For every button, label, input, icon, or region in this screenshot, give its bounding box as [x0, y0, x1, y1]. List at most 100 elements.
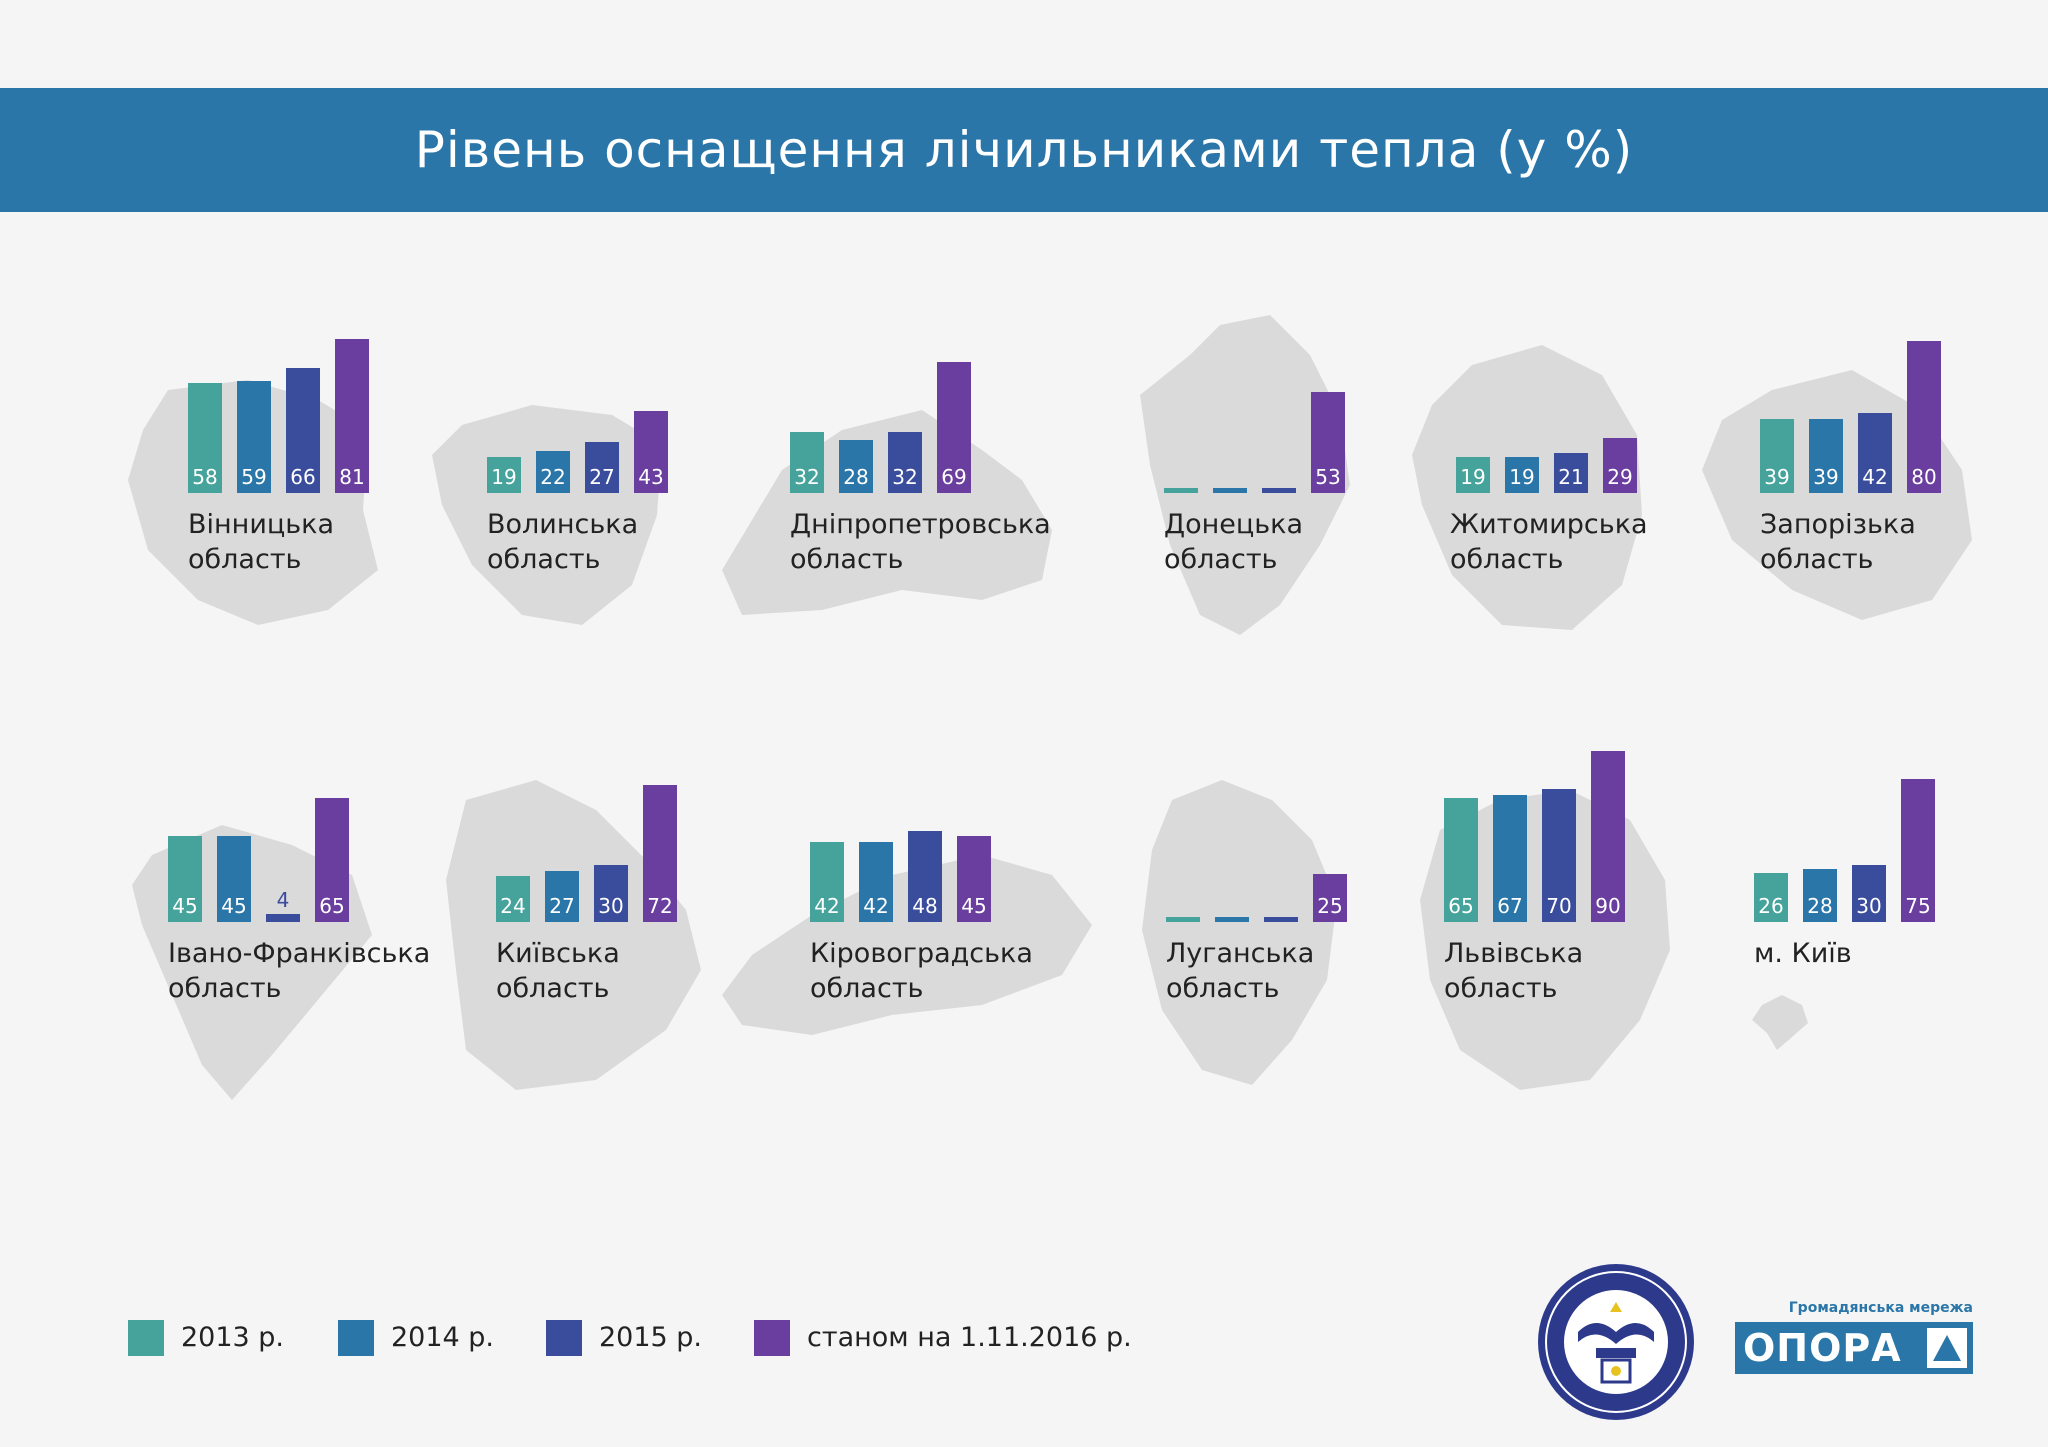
region-8-bar-label-0: 42	[814, 894, 840, 918]
region-9-label: Луганська область	[1166, 936, 1314, 1006]
region-1-bar-label-0: 19	[491, 465, 517, 489]
region-11-bar-label-1: 28	[1807, 894, 1833, 918]
region-1-bar-3: 43	[634, 411, 668, 493]
region-0-bar-label-3: 81	[339, 465, 365, 489]
region-9-bars: 25	[1166, 722, 1362, 922]
region-1-bar-0: 19	[487, 457, 521, 493]
region-10-bar-label-3: 90	[1595, 894, 1621, 918]
opora-triangle-icon	[1927, 1328, 1967, 1368]
region-11-label: м. Київ	[1754, 936, 1852, 971]
opora-logo: Громадянська мережа ОПОРА	[1733, 1300, 1973, 1374]
region-2-bar-label-1: 28	[843, 465, 869, 489]
region-0-bar-2: 66	[286, 368, 320, 493]
region-6-bar-2: 4	[266, 888, 300, 922]
region-6-bars: 45 45 4 65	[168, 722, 364, 922]
region-5-label: Запорізька область	[1760, 507, 1916, 577]
region-1-bar-label-1: 22	[540, 465, 566, 489]
region-1-bar-2: 27	[585, 442, 619, 493]
region-4-bars: 19 19 21 29	[1456, 293, 1652, 493]
legend-swatch-2016	[754, 1320, 790, 1356]
region-7-bar-0: 24	[496, 876, 530, 922]
region-11-bar-1: 28	[1803, 869, 1837, 922]
region-6-bar-label-3: 65	[319, 894, 345, 918]
region-9-bar-1	[1215, 917, 1249, 922]
region-4-bar-1: 19	[1505, 457, 1539, 493]
region-0-label-line2: область	[188, 544, 302, 575]
region-7-bar-1: 27	[545, 871, 579, 922]
region-4-label-line2: область	[1450, 544, 1564, 575]
region-0-label: Вінницька область	[188, 507, 334, 577]
region-1-bar-label-3: 43	[638, 465, 664, 489]
region-5-bar-label-3: 80	[1911, 465, 1937, 489]
region-11-bar-label-0: 26	[1758, 894, 1784, 918]
region-7-bar-label-1: 27	[549, 894, 575, 918]
region-2-bar-1: 28	[839, 440, 873, 493]
region-3-label: Донецька область	[1164, 507, 1303, 577]
region-2-bar-label-2: 32	[892, 465, 918, 489]
region-5-bar-1: 39	[1809, 419, 1843, 493]
region-2-label: Дніпропетровська область	[790, 507, 1051, 577]
region-8-label-line1: Кіровоградська	[810, 938, 1033, 969]
region-8-bar-3: 45	[957, 836, 991, 922]
region-1-bar-label-2: 27	[589, 465, 615, 489]
region-1-label-line2: область	[487, 544, 601, 575]
opora-logo-box: ОПОРА	[1735, 1322, 1973, 1374]
region-0-bar-label-0: 58	[192, 465, 218, 489]
region-5-bar-3: 80	[1907, 341, 1941, 493]
region-2-bar-label-3: 69	[941, 465, 967, 489]
region-3-label-line2: область	[1164, 544, 1278, 575]
legend-label-2016: станом на 1.11.2016 р.	[807, 1322, 1132, 1353]
region-10-bar-label-0: 65	[1448, 894, 1474, 918]
region-8-bar-label-1: 42	[863, 894, 889, 918]
region-9-bar-2	[1264, 917, 1298, 922]
region-0-bar-label-1: 59	[241, 465, 267, 489]
legend-label-2014: 2014 р.	[391, 1322, 495, 1353]
region-6-bar-label-0: 45	[172, 894, 198, 918]
region-2-bar-2: 32	[888, 432, 922, 493]
region-4-bar-label-3: 29	[1607, 465, 1633, 489]
region-2-bar-3: 69	[937, 362, 971, 493]
region-9-label-line1: Луганська	[1166, 938, 1315, 969]
region-3-bar-label-3: 53	[1315, 465, 1341, 489]
region-7-bar-label-0: 24	[500, 894, 526, 918]
region-1-bars: 19 22 27 43	[487, 293, 683, 493]
region-0-bar-3: 81	[335, 339, 369, 493]
region-8-map-shape	[722, 835, 1092, 1035]
title-banner: Рівень оснащення лічильниками тепла (у %…	[0, 88, 2048, 212]
region-3-bar-3: 53	[1311, 392, 1345, 493]
region-9-label-line2: область	[1166, 973, 1280, 1004]
region-4-bar-label-0: 19	[1460, 465, 1486, 489]
region-7-map-shape	[446, 780, 701, 1090]
region-8-label-line2: область	[810, 973, 924, 1004]
region-2-label-line2: область	[790, 544, 904, 575]
region-6-label-line2: область	[168, 973, 282, 1004]
region-1-label: Волинська область	[487, 507, 638, 577]
region-10-bar-1: 67	[1493, 795, 1527, 922]
region-5-label-line2: область	[1760, 544, 1874, 575]
region-5-bar-2: 42	[1858, 413, 1892, 493]
region-4-bar-2: 21	[1554, 453, 1588, 493]
region-11-bar-3: 75	[1901, 779, 1935, 922]
opora-tagline: Громадянська мережа	[1788, 1300, 1973, 1316]
region-2-bars: 32 28 32 69	[790, 293, 986, 493]
region-4-bar-3: 29	[1603, 438, 1637, 493]
region-10-bar-label-1: 67	[1497, 894, 1523, 918]
nkrekp-seal-icon	[1536, 1262, 1696, 1422]
region-11-bar-label-3: 75	[1905, 894, 1931, 918]
region-7-bar-label-2: 30	[598, 894, 624, 918]
legend-swatch-2014	[338, 1320, 374, 1356]
region-11-label-line1: м. Київ	[1754, 938, 1852, 969]
region-4-bar-label-2: 21	[1558, 465, 1584, 489]
region-5-label-line1: Запорізька	[1760, 509, 1916, 540]
region-7-label-line2: область	[496, 973, 610, 1004]
region-6-label-line1: Івано-Франківська	[168, 938, 431, 969]
region-7-bar-label-3: 72	[647, 894, 673, 918]
region-8-bar-0: 42	[810, 842, 844, 922]
region-10-label: Львівська область	[1444, 936, 1583, 1006]
region-8-bar-label-2: 48	[912, 894, 938, 918]
region-4-bar-label-1: 19	[1509, 465, 1535, 489]
region-3-map-shape	[1140, 315, 1350, 635]
region-1-bar-1: 22	[536, 451, 570, 493]
region-10-label-line1: Львівська	[1444, 938, 1584, 969]
region-0-bars: 58 59 66 81	[188, 293, 384, 493]
